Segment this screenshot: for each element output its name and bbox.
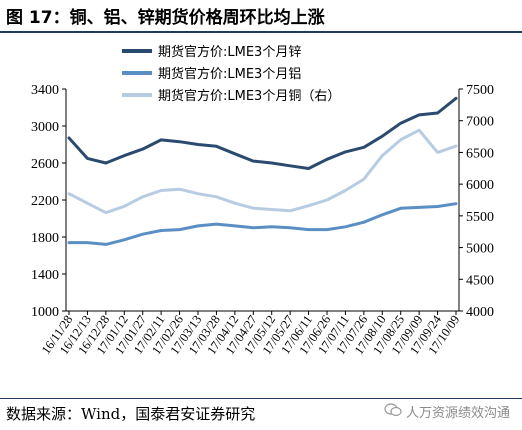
watermark: 人万资源绩效沟通: [384, 402, 510, 421]
bottom-rule: [0, 398, 522, 399]
series-line-0: [67, 96, 458, 170]
right-tick-label: 7500: [466, 83, 494, 98]
wechat-icon: [384, 402, 402, 421]
legend-label-0: 期货官方价:LME3个月锌: [158, 44, 301, 60]
title-bar: 图 17：铜、铝、锌期货价格周环比均上涨: [0, 0, 522, 30]
left-tick-label: 2600: [31, 157, 59, 172]
left-tick-label: 1000: [31, 305, 59, 320]
left-tick-label: 1400: [31, 268, 59, 283]
series-line-1: [67, 202, 458, 246]
line-chart: 1000 1400 1800 2200 2600 3000 3400 4000 4500 5000…: [31, 44, 494, 357]
right-tick-label: 5500: [466, 210, 494, 225]
left-tick-label: 3400: [31, 83, 59, 98]
left-tick-label: 3000: [31, 120, 59, 135]
top-rule: [0, 31, 522, 33]
left-tick-label: 2200: [31, 194, 59, 209]
right-tick-label: 4500: [466, 273, 494, 288]
left-tick-label: 1800: [31, 231, 59, 246]
legend-label-1: 期货官方价:LME3个月铝: [158, 66, 301, 82]
right-tick-label: 6500: [466, 146, 494, 161]
source-note: 数据来源：Wind，国泰君安证券研究: [6, 405, 256, 423]
right-tick-label: 4000: [466, 305, 494, 320]
right-tick-label: 7000: [466, 115, 494, 130]
watermark-text: 人万资源绩效沟通: [405, 406, 510, 421]
legend-label-2: 期货官方价:LME3个月铜（右）: [158, 88, 340, 104]
right-tick-label: 5000: [466, 242, 494, 257]
chart-title: 图 17：铜、铝、锌期货价格周环比均上涨: [6, 7, 325, 28]
series-line-2: [67, 128, 458, 215]
right-tick-label: 6000: [466, 178, 494, 193]
